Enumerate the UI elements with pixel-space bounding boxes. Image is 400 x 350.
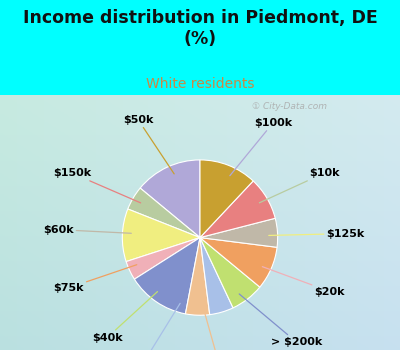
Wedge shape <box>200 238 277 287</box>
Wedge shape <box>200 218 278 247</box>
Text: White residents: White residents <box>146 77 254 91</box>
Wedge shape <box>186 238 210 315</box>
Wedge shape <box>200 181 275 238</box>
Text: $150k: $150k <box>53 168 141 203</box>
Text: ① City-Data.com: ① City-Data.com <box>252 102 326 111</box>
Wedge shape <box>200 238 260 308</box>
Wedge shape <box>134 238 200 314</box>
Wedge shape <box>122 209 200 261</box>
Wedge shape <box>126 238 200 279</box>
Wedge shape <box>140 160 200 238</box>
Text: $75k: $75k <box>53 265 137 293</box>
Wedge shape <box>128 188 200 238</box>
Text: $125k: $125k <box>269 229 365 239</box>
Text: $30k: $30k <box>203 306 234 350</box>
Text: $10k: $10k <box>259 168 340 203</box>
Text: $40k: $40k <box>92 292 158 343</box>
Text: $20k: $20k <box>262 267 345 296</box>
Wedge shape <box>200 160 253 238</box>
Wedge shape <box>200 238 233 315</box>
Text: > $200k: > $200k <box>239 294 322 348</box>
Text: $100k: $100k <box>230 118 292 176</box>
Text: $60k: $60k <box>43 225 131 235</box>
Text: $200k: $200k <box>126 303 180 350</box>
Text: $50k: $50k <box>123 115 174 174</box>
Text: Income distribution in Piedmont, DE
(%): Income distribution in Piedmont, DE (%) <box>23 9 377 48</box>
